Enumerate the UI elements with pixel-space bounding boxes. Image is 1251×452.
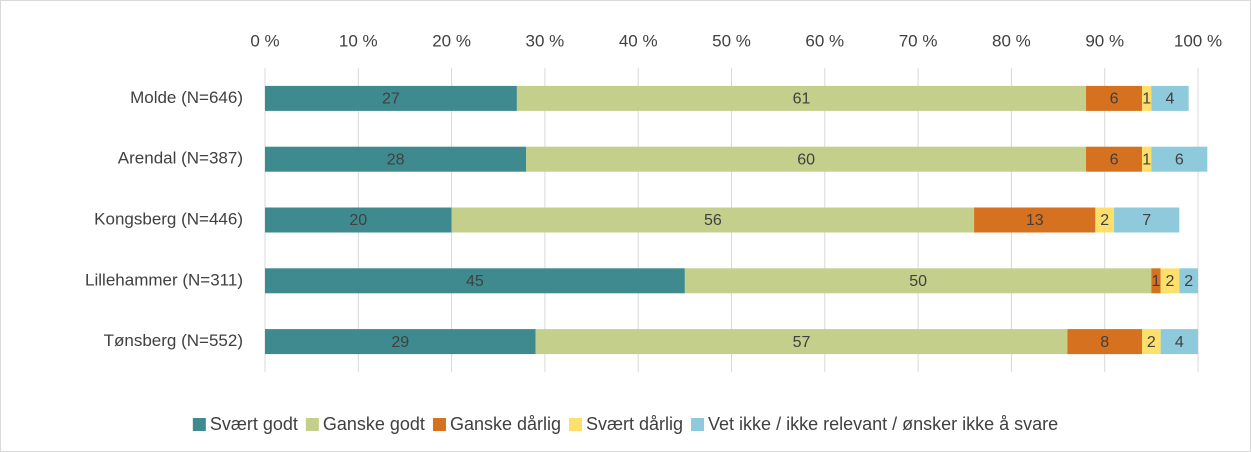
legend-label: Ganske dårlig	[450, 414, 561, 434]
x-tick-label: 50 %	[712, 31, 751, 50]
data-label: 6	[1175, 151, 1184, 168]
x-tick-label: 30 %	[526, 31, 565, 50]
data-label: 2	[1100, 212, 1109, 229]
x-tick-label: 10 %	[339, 31, 378, 50]
bar-segment	[1151, 146, 1208, 172]
data-label: 27	[382, 91, 400, 108]
bar-segment	[1151, 85, 1189, 111]
data-label: 50	[909, 273, 927, 290]
bar-segment	[265, 329, 536, 355]
data-label: 60	[797, 151, 815, 168]
x-tick-label: 70 %	[899, 31, 938, 50]
bar-segment	[1086, 146, 1143, 172]
data-label: 7	[1142, 212, 1151, 229]
legend-swatch	[432, 418, 446, 431]
x-tick-label: 90 %	[1085, 31, 1124, 50]
data-label: 28	[387, 151, 405, 168]
legend-swatch	[569, 418, 583, 431]
bar-segment	[1142, 85, 1152, 111]
bar-segment	[265, 207, 452, 233]
bar-segment	[1142, 329, 1161, 355]
bar-segment	[451, 207, 975, 233]
data-label: 56	[704, 212, 722, 229]
legend-label: Vet ikke / ikke relevant / ønsker ikke å…	[708, 414, 1058, 434]
legend-label: Svært godt	[210, 414, 298, 434]
data-label: 2	[1166, 273, 1175, 290]
legend-label: Svært dårlig	[586, 414, 683, 434]
bar-segment	[1142, 146, 1152, 172]
x-tick-label: 60 %	[805, 31, 844, 50]
data-label: 61	[793, 91, 811, 108]
bar-segment	[974, 207, 1096, 233]
y-tick-label: Lillehammer (N=311)	[85, 270, 243, 289]
x-tick-label: 20 %	[432, 31, 471, 50]
x-tick-label: 40 %	[619, 31, 658, 50]
x-tick-label: 80 %	[992, 31, 1031, 50]
bar-segment	[265, 268, 685, 294]
bar-segment	[516, 85, 1087, 111]
x-tick-label: 100 %	[1174, 31, 1222, 50]
data-label: 13	[1026, 212, 1044, 229]
data-label: 4	[1166, 91, 1175, 108]
bar-segment	[526, 146, 1087, 172]
data-label: 6	[1110, 91, 1119, 108]
bar-segment	[265, 146, 527, 172]
y-tick-label: Tønsberg (N=552)	[104, 331, 243, 350]
bar-segment	[1179, 268, 1198, 294]
bar-segment	[1114, 207, 1180, 233]
data-label: 57	[793, 334, 811, 351]
legend-swatch	[305, 418, 319, 431]
data-label: 2	[1184, 273, 1193, 290]
bar-segment	[1095, 207, 1115, 233]
y-tick-label: Kongsberg (N=446)	[94, 209, 243, 228]
y-tick-label: Arendal (N=387)	[118, 149, 243, 168]
bar-segment	[535, 329, 1068, 355]
bar-segment	[684, 268, 1152, 294]
bar-segment	[1086, 85, 1143, 111]
legend-swatch	[192, 418, 206, 431]
data-label: 1	[1142, 91, 1151, 108]
data-label: 1	[1152, 273, 1161, 290]
bar-segment	[1160, 268, 1180, 294]
data-label: 2	[1147, 334, 1156, 351]
bar-segment	[1160, 329, 1198, 355]
y-tick-label: Molde (N=646)	[130, 88, 243, 107]
legend-label: Ganske godt	[323, 414, 425, 434]
x-tick-label: 0 %	[250, 31, 279, 50]
data-label: 45	[466, 273, 484, 290]
bar-segment	[265, 85, 517, 111]
data-label: 8	[1100, 334, 1109, 351]
bar-segment	[1067, 329, 1143, 355]
data-label: 6	[1110, 151, 1119, 168]
data-label: 1	[1142, 151, 1151, 168]
data-label: 20	[349, 212, 367, 229]
legend-swatch	[691, 418, 705, 431]
data-label: 29	[391, 334, 409, 351]
bar-segment	[1151, 268, 1161, 294]
data-label: 4	[1175, 334, 1184, 351]
